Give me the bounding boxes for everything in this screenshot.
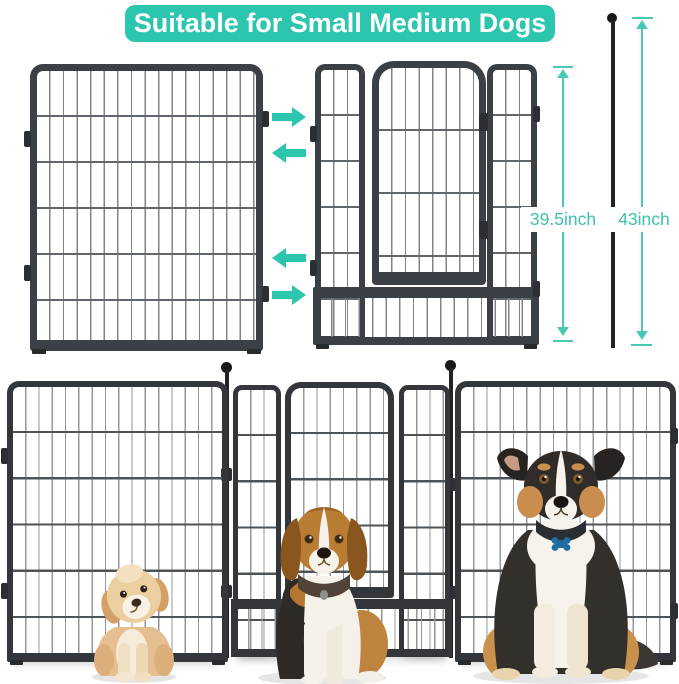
panel-foot (212, 660, 225, 665)
connector-tab (24, 131, 31, 147)
measure-cap (553, 66, 573, 68)
australian-shepherd-photo (473, 448, 658, 684)
support-pole-knob (607, 13, 617, 23)
panel-foot (316, 344, 329, 349)
connector-tab (1, 583, 8, 599)
panel-foot (524, 344, 537, 349)
beagle-photo (258, 507, 388, 684)
support-pole (611, 20, 615, 348)
connector-tab (262, 111, 269, 127)
pole-clamp (445, 478, 456, 491)
assembly-arrow-right-icon (272, 285, 306, 305)
connector-tab (310, 126, 317, 142)
measure-label-pole: 43inch (611, 207, 677, 232)
measure-arrowhead-down (636, 331, 648, 340)
connector-tab (310, 260, 317, 276)
panel-foot (32, 349, 46, 354)
title-text: Suitable for Small Medium Dogs (133, 8, 547, 38)
diagram-bottom-section (313, 287, 539, 345)
measure-cap (631, 344, 652, 346)
panel-foot (660, 660, 673, 665)
measure-line-panel (562, 72, 564, 334)
measure-cap (632, 17, 653, 19)
connector-tab (1, 448, 8, 464)
panel-foot (247, 349, 261, 354)
panel-foot (10, 660, 23, 665)
diagram-door-panel (372, 61, 486, 285)
connector-tab (671, 603, 678, 619)
cream-puppy-photo (92, 564, 176, 683)
door-hinge (479, 221, 488, 239)
measure-line-pole (641, 23, 643, 331)
assembly-arrow-right-icon (272, 107, 306, 127)
pen-pole-knob (445, 360, 456, 371)
assembly-arrow-left-icon (272, 143, 306, 163)
connector-tab (262, 286, 269, 302)
pen-pole-knob (221, 362, 232, 373)
connector-tab (533, 281, 540, 297)
measure-cap (553, 340, 573, 342)
diagram-panel-large (30, 64, 263, 351)
measure-arrowhead-down (557, 327, 569, 336)
title-banner: Suitable for Small Medium Dogs (125, 5, 555, 42)
panel-foot (458, 660, 471, 665)
measure-label-panel: 39.5inch (521, 207, 605, 232)
assembly-arrow-left-icon (272, 248, 306, 268)
connector-tab (24, 265, 31, 281)
pole-clamp (445, 586, 456, 599)
connector-tab (533, 106, 540, 122)
door-hinge (479, 113, 488, 131)
pen-pole (449, 368, 453, 658)
connector-tab (671, 428, 678, 444)
